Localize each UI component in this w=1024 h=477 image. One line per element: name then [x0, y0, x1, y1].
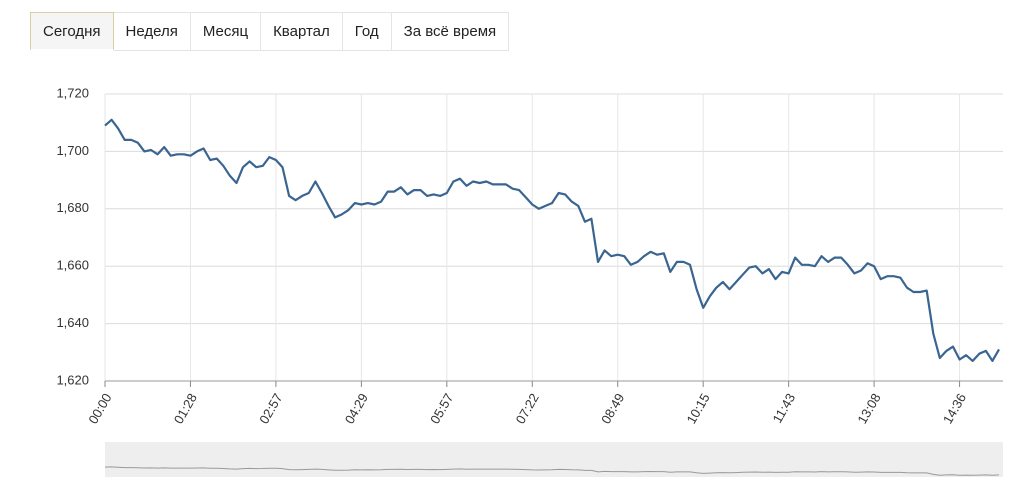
y-tick-label: 1,700	[56, 143, 89, 158]
tab[interactable]: Квартал	[261, 12, 343, 51]
tab[interactable]: Год	[342, 12, 392, 51]
tab[interactable]: Сегодня	[30, 12, 114, 51]
tab-bar: Сегодня Неделя Месяц Квартал Год За всё …	[30, 12, 510, 51]
x-tick-label: 05:57	[427, 391, 456, 427]
x-tick-label: 08:49	[598, 391, 627, 427]
x-tick-label: 10:15	[684, 391, 713, 427]
price-line	[104, 118, 1000, 362]
tab[interactable]: За всё время	[391, 12, 510, 51]
x-tick-label: 07:22	[513, 391, 542, 427]
y-tick-label: 1,640	[56, 315, 89, 330]
y-tick-label: 1,720	[56, 85, 89, 100]
y-tick-label: 1,620	[56, 372, 89, 387]
x-tick-label: 04:29	[342, 391, 371, 427]
y-tick-label: 1,660	[56, 258, 89, 273]
x-tick-label: 13:08	[854, 391, 883, 427]
x-tick-label: 01:28	[171, 391, 200, 427]
x-tick-label: 14:36	[940, 391, 969, 427]
navigator[interactable]	[105, 442, 1003, 477]
x-tick-label: 11:43	[769, 391, 798, 426]
x-tick-label: 02:57	[256, 391, 285, 427]
tab[interactable]: Месяц	[190, 12, 262, 51]
y-tick-label: 1,680	[56, 200, 89, 215]
x-tick-label: 00:00	[85, 391, 114, 427]
tab[interactable]: Неделя	[113, 12, 191, 51]
navigator-line	[104, 466, 1000, 476]
